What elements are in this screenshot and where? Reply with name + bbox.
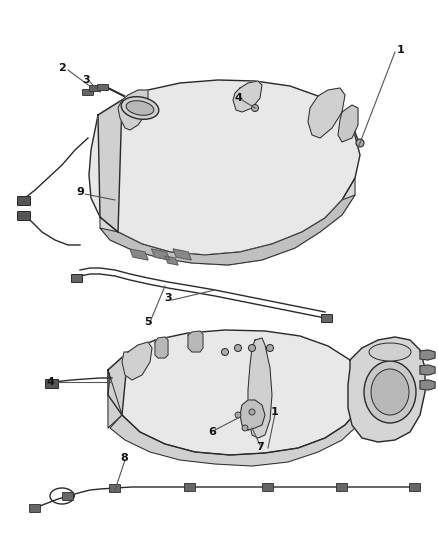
Polygon shape: [108, 330, 365, 455]
Text: 1: 1: [397, 45, 405, 55]
Polygon shape: [240, 400, 265, 430]
Text: 3: 3: [164, 293, 172, 303]
FancyBboxPatch shape: [336, 483, 347, 491]
FancyBboxPatch shape: [184, 483, 195, 491]
Circle shape: [242, 425, 248, 431]
Text: 1: 1: [271, 407, 279, 417]
FancyBboxPatch shape: [29, 505, 40, 513]
Ellipse shape: [369, 343, 411, 361]
FancyBboxPatch shape: [18, 212, 31, 221]
Polygon shape: [248, 338, 272, 438]
Text: 9: 9: [76, 187, 84, 197]
FancyBboxPatch shape: [89, 85, 100, 92]
Circle shape: [356, 139, 364, 147]
FancyBboxPatch shape: [321, 314, 332, 322]
Polygon shape: [98, 100, 122, 232]
Polygon shape: [173, 249, 191, 260]
Circle shape: [248, 344, 255, 351]
FancyBboxPatch shape: [98, 85, 109, 91]
FancyBboxPatch shape: [262, 483, 273, 491]
Polygon shape: [348, 337, 425, 442]
Polygon shape: [165, 256, 178, 265]
Polygon shape: [100, 178, 355, 265]
Text: 7: 7: [256, 442, 264, 452]
FancyBboxPatch shape: [410, 483, 420, 491]
Polygon shape: [420, 365, 435, 375]
FancyBboxPatch shape: [82, 90, 93, 95]
Polygon shape: [338, 105, 358, 142]
Polygon shape: [110, 410, 358, 466]
Text: 2: 2: [58, 63, 66, 73]
FancyBboxPatch shape: [46, 379, 59, 389]
Ellipse shape: [371, 369, 409, 415]
Polygon shape: [188, 331, 203, 352]
Ellipse shape: [121, 96, 159, 119]
Text: 4: 4: [46, 377, 54, 387]
Polygon shape: [118, 90, 148, 130]
Circle shape: [234, 344, 241, 351]
Text: 6: 6: [208, 427, 216, 437]
Polygon shape: [100, 195, 355, 265]
Circle shape: [251, 104, 258, 111]
FancyBboxPatch shape: [110, 484, 120, 492]
Circle shape: [249, 409, 255, 415]
Polygon shape: [420, 380, 435, 390]
FancyBboxPatch shape: [71, 274, 82, 282]
Ellipse shape: [364, 361, 416, 423]
Polygon shape: [89, 80, 360, 255]
Polygon shape: [155, 337, 168, 358]
Polygon shape: [108, 370, 122, 428]
Text: 5: 5: [144, 317, 152, 327]
Circle shape: [222, 349, 229, 356]
Polygon shape: [420, 350, 435, 360]
Text: 8: 8: [120, 453, 128, 463]
Polygon shape: [152, 249, 170, 260]
Ellipse shape: [126, 101, 154, 115]
FancyBboxPatch shape: [18, 197, 31, 206]
Circle shape: [266, 344, 273, 351]
FancyBboxPatch shape: [63, 492, 74, 500]
Polygon shape: [130, 249, 148, 260]
Text: 4: 4: [234, 93, 242, 103]
Text: 3: 3: [82, 75, 90, 85]
Polygon shape: [122, 342, 152, 380]
Polygon shape: [233, 81, 262, 112]
Polygon shape: [108, 352, 128, 415]
Polygon shape: [308, 88, 345, 138]
Circle shape: [235, 412, 241, 418]
